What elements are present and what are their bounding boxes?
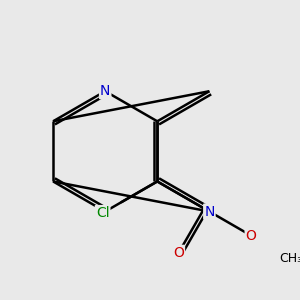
Text: O: O (173, 246, 184, 260)
Text: CH₃: CH₃ (279, 252, 300, 265)
Text: N: N (100, 84, 110, 98)
Text: Cl: Cl (96, 206, 110, 220)
Text: N: N (204, 205, 214, 218)
Text: O: O (246, 229, 256, 243)
